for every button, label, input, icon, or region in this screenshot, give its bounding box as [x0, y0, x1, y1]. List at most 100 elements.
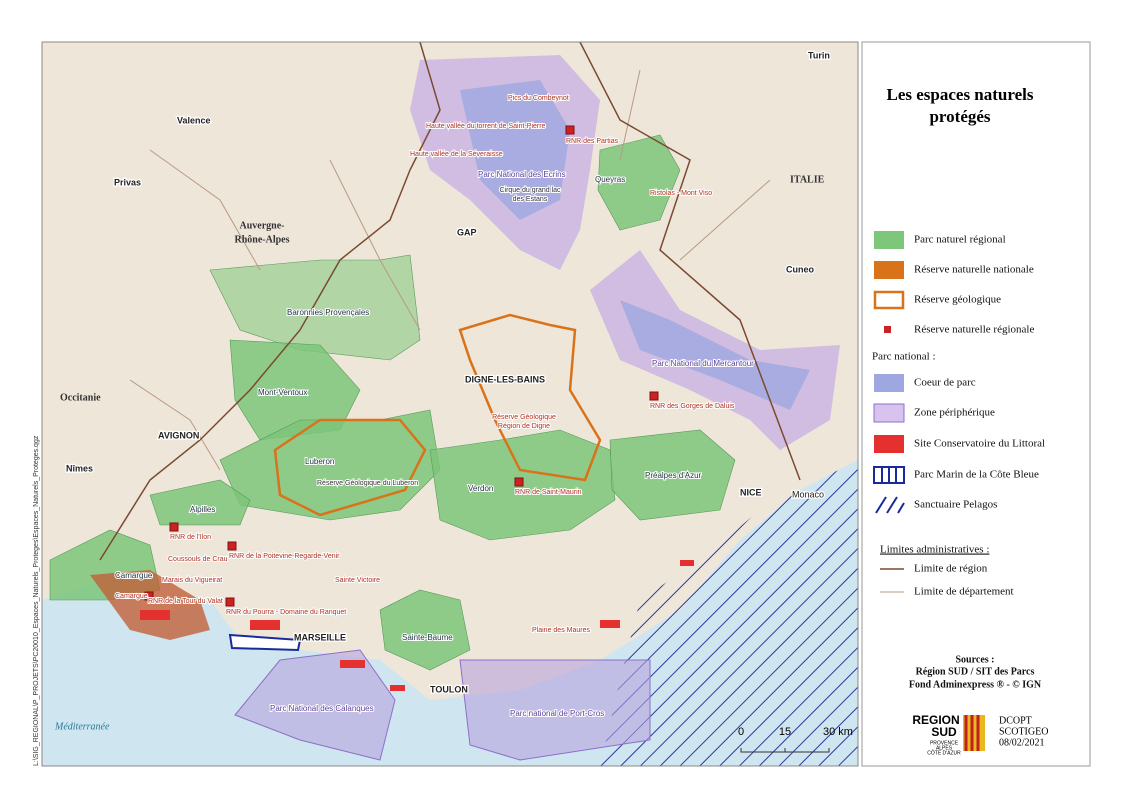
author: SCOTIGEO: [999, 726, 1048, 737]
digne-geological: [458, 313, 602, 482]
city: Valence: [177, 115, 211, 125]
sea-label: Méditerranée: [54, 721, 110, 732]
park-label: Alpilles: [190, 505, 215, 514]
conservatoire-sites: [140, 560, 694, 691]
region-label: Occitanie: [60, 392, 101, 403]
reserve-label: Réserve Géologique: [492, 414, 556, 421]
scale-label: 0: [738, 726, 744, 738]
reserve-label: Cirque du grand lac: [499, 187, 561, 194]
reserve-label: RNR des Gorges de Daluis: [650, 403, 735, 410]
legend-swatch: [874, 435, 904, 453]
calanques-park: [234, 649, 396, 761]
reserve-label: Haute vallée de la Séveraisse: [410, 151, 503, 158]
reserve-label: Marais du Vigueirat: [162, 577, 222, 584]
logo-shield: [964, 715, 980, 751]
reserve-label: Coussouls de Crau: [168, 556, 228, 563]
reserve-label: Pics du Combeynot: [508, 95, 569, 102]
sources: Sources :: [956, 654, 995, 665]
reserve-label: RNR des Partias: [566, 138, 619, 145]
regional-reserves: [144, 125, 659, 607]
legend-heading: Parc national :: [872, 351, 936, 363]
national-park-label: Parc National des Calanques: [270, 704, 374, 713]
legend-swatch: [873, 403, 905, 423]
city-labels: Turin Valence Privas GAP Cuneo DIGNE-LES…: [65, 49, 831, 696]
reserve-label: Sainte Victoire: [335, 577, 380, 584]
reserve-label: des Estans: [513, 196, 548, 203]
region-label: ITALIE: [790, 174, 825, 185]
legend-item: Site Conservatoire du Littoral: [914, 438, 1045, 450]
region-label: Rhône-Alpes: [234, 234, 289, 245]
legend-swatch: [875, 496, 905, 514]
city: GAP: [457, 227, 477, 237]
legend-item: Parc Marin de la Côte Bleue: [914, 469, 1039, 481]
reserve-label: RNR de la Poitevine-Regarde-Venir: [229, 553, 340, 560]
legend-item: Réserve naturelle régionale: [914, 324, 1034, 336]
department-limits: [129, 69, 771, 471]
reserve-label: RNR du Pourra - Domaine du Ranquet: [226, 609, 346, 616]
legend-item: Sanctuaire Pelagos: [914, 499, 997, 511]
reserve-labels: Pics du Combeynot Haute vallée du torren…: [114, 94, 736, 635]
map-frame: [41, 41, 859, 767]
national-park-label: Parc national de Port-Cros: [510, 709, 604, 718]
pelagos-sanctuary: [600, 460, 858, 766]
park-label: Queyras: [595, 175, 625, 184]
reserve-label: RNR de la Tour du Valat: [148, 598, 223, 605]
sources: Fond Adminexpress ® - © IGN: [909, 679, 1042, 690]
scale-bar: 0 15 30 km: [738, 726, 853, 753]
scale-line: [740, 748, 830, 753]
region-labels: ITALIE Auvergne- Rhône-Alpes Occitanie M…: [54, 174, 825, 732]
national-park-label: Parc National du Mercantour: [652, 359, 754, 368]
legend-swatch: [874, 261, 904, 279]
city: Cuneo: [786, 264, 815, 274]
logo-text: ALPES: [936, 745, 953, 751]
sources: Région SUD / SIT des Parcs: [916, 666, 1035, 677]
park-labels: Queyras Baronnies Provençales Mont-Vento…: [114, 169, 755, 719]
reserve-label: Camargue: [115, 593, 148, 600]
legend-item: Parc naturel régional: [914, 234, 1006, 246]
legend: Les espaces naturels protégés Parc natur…: [861, 41, 1091, 767]
legend-title: Les espaces naturels: [886, 85, 1033, 104]
legend-item: Réserve naturelle nationale: [914, 264, 1034, 276]
region-limits: [99, 42, 801, 561]
legend-item: Limite de région: [914, 563, 988, 575]
city: NICE: [740, 487, 762, 497]
scale-label: 15: [779, 726, 791, 738]
legend-swatch: [874, 231, 904, 249]
reserve-label: Haute vallée du torrent de Saint-Pierre: [426, 123, 546, 130]
regional-parks: [49, 134, 736, 671]
mercantour-core: [620, 300, 810, 410]
national-park-label: Parc National des Ecrins: [478, 170, 566, 179]
legend-swatch: [884, 326, 891, 333]
city: TOULON: [430, 684, 468, 694]
logo-text: PROVENCE: [930, 740, 959, 746]
author: DCOPT: [999, 715, 1032, 726]
ecrins-core: [460, 80, 570, 220]
reserve-label: Plaine des Maures: [532, 627, 590, 634]
park-label: Verdon: [468, 484, 493, 493]
reserve-label: RNR de Saint-Maurin: [515, 489, 582, 496]
date: 08/02/2021: [999, 737, 1045, 748]
legend-item: Réserve géologique: [914, 294, 1001, 306]
city: DIGNE-LES-BAINS: [465, 374, 545, 384]
park-label: Mont-Ventoux: [258, 388, 307, 397]
reserve-label: Ristolas - Mont Viso: [650, 190, 712, 197]
file-path: L:\SIG_REGIONAL\P_PROJETS\PC20010_Espace…: [33, 435, 40, 766]
park-label: Sainte-Baume: [402, 633, 453, 642]
camargue-reserve: [90, 570, 210, 640]
legend-item: Limite de département: [914, 586, 1014, 598]
legend-swatch: [874, 374, 904, 392]
park-label: Préalpes d'Azur: [645, 471, 702, 480]
reserve-label: Région de Digne: [498, 423, 550, 430]
city: Privas: [114, 177, 141, 187]
region-label: Auvergne-: [240, 220, 285, 231]
park-label: Luberon: [305, 457, 334, 466]
legend-heading: Limites administratives :: [880, 544, 989, 556]
reserve-label: Réserve Géologique du Luberon: [317, 480, 418, 487]
city: AVIGNON: [158, 430, 199, 440]
city: MARSEILLE: [294, 632, 346, 642]
logo-text: REGION: [912, 713, 959, 727]
city: Turin: [808, 50, 830, 60]
cote-bleue: [228, 633, 302, 652]
legend-swatch: [873, 290, 905, 310]
